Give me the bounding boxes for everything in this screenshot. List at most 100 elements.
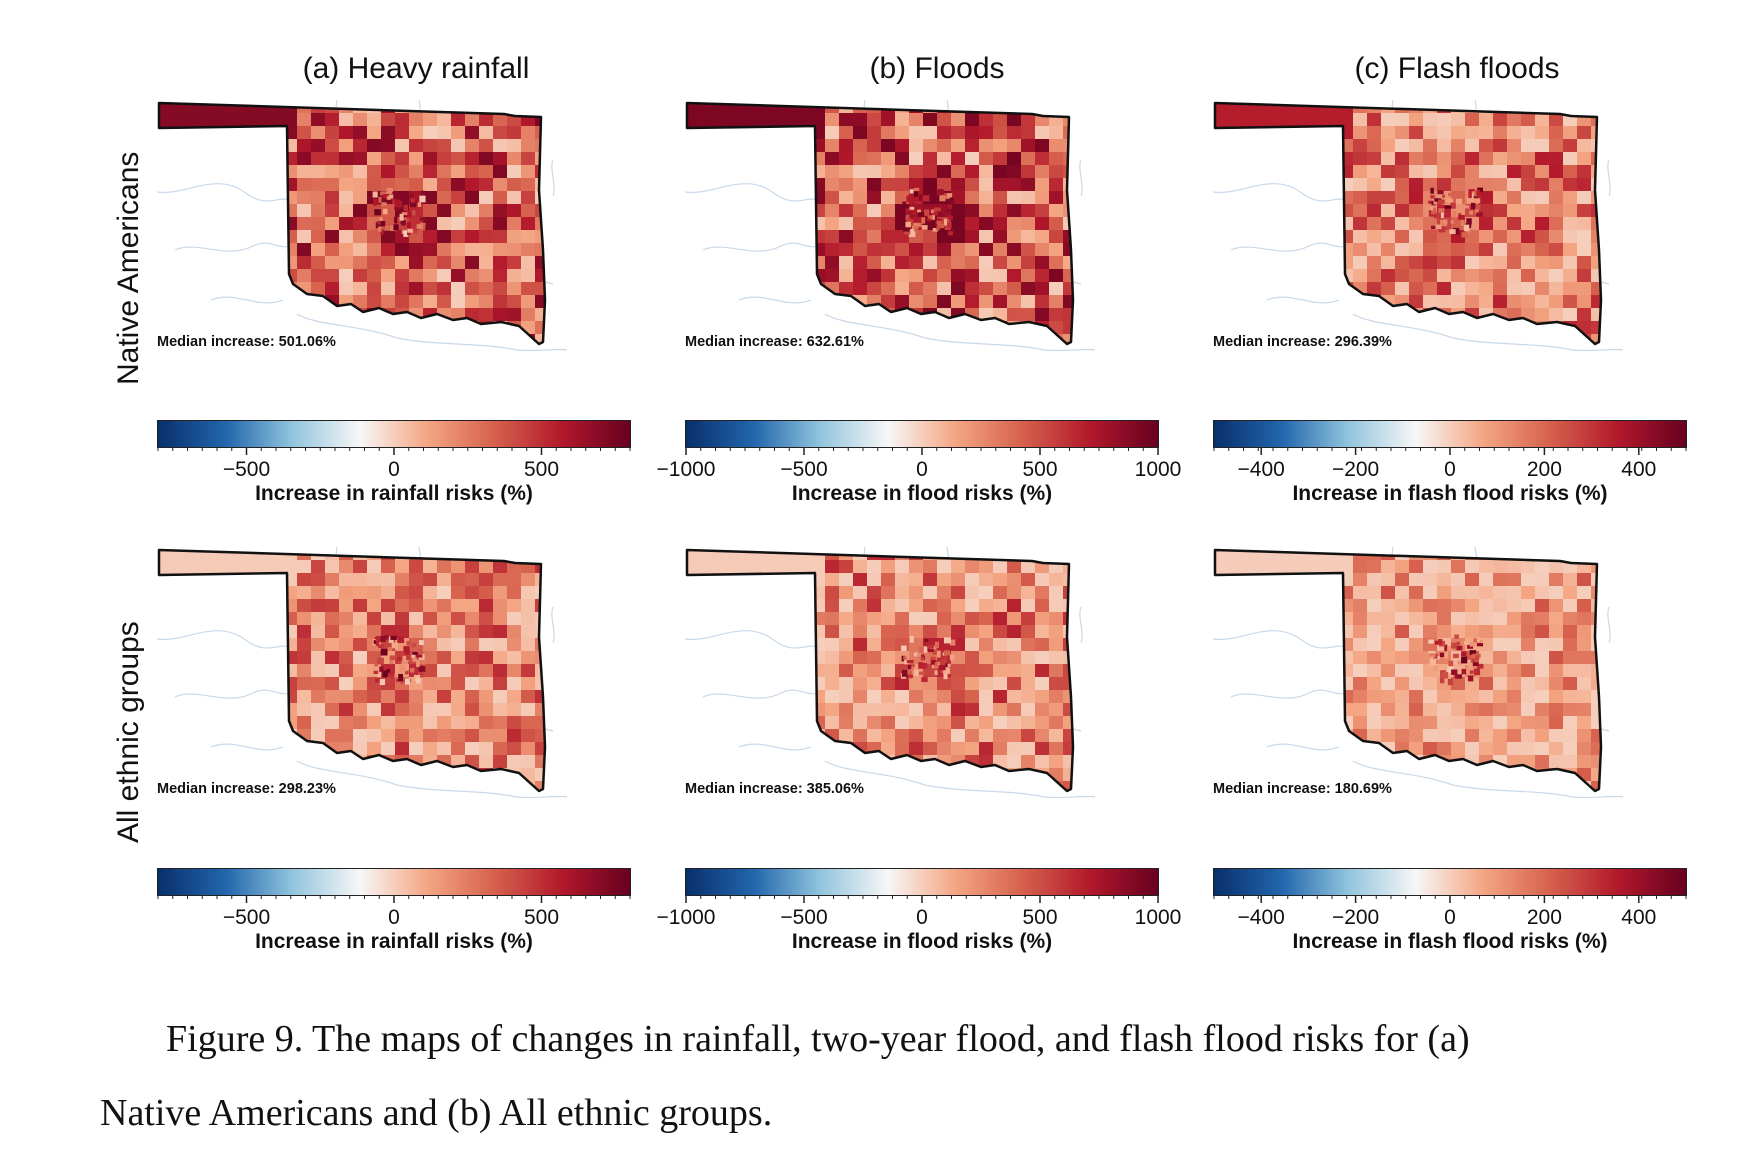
tract-cell — [741, 560, 755, 573]
tract-cell — [783, 139, 797, 165]
tract-cell — [1451, 165, 1465, 178]
tract-cell — [1049, 113, 1063, 126]
tract-cell — [1035, 599, 1049, 612]
tract-cell — [713, 256, 727, 269]
urban-tract — [1456, 674, 1463, 679]
tract-cell — [1437, 794, 1465, 807]
tract-cell — [1353, 560, 1367, 573]
tract-cell — [1311, 716, 1325, 729]
tract-cell — [213, 612, 227, 625]
urban-tract — [927, 648, 934, 653]
tract-cell — [755, 716, 769, 742]
tract-cell — [549, 269, 563, 282]
tract-cell — [159, 664, 185, 677]
census-tracts — [1215, 103, 1601, 360]
urban-tract — [924, 638, 929, 643]
tract-cell — [1007, 703, 1021, 716]
tract-cell — [1577, 308, 1591, 321]
urban-tract — [1450, 220, 1454, 224]
tract-cell — [159, 612, 185, 625]
tract-cell — [1367, 560, 1381, 573]
urban-tract — [1428, 639, 1434, 644]
tract-cell — [521, 243, 535, 256]
tract-cell — [269, 165, 283, 191]
tract-cell — [727, 308, 741, 321]
urban-tract — [1469, 642, 1476, 647]
tract-cell — [881, 573, 895, 586]
tract-cell — [699, 282, 727, 295]
urban-tract — [399, 213, 404, 221]
urban-tract — [903, 656, 907, 661]
tract-cell — [549, 573, 577, 586]
tract-cell — [227, 586, 241, 599]
urban-tract — [407, 230, 411, 236]
tract-cell — [769, 103, 783, 113]
tract-cell — [535, 638, 545, 651]
tract-cell — [171, 664, 185, 690]
tract-cell — [1535, 703, 1549, 716]
tract-cell — [171, 282, 185, 295]
urban-tract — [1448, 192, 1453, 197]
river-line — [551, 159, 555, 197]
tract-cell — [493, 560, 507, 573]
tract-cell — [269, 217, 283, 243]
tract-cell — [1549, 269, 1563, 282]
tract-cell — [993, 139, 1007, 152]
tract-cell — [227, 599, 241, 612]
tract-cell — [1521, 612, 1535, 625]
tract-cell — [979, 677, 993, 690]
tract-cell — [1241, 282, 1255, 295]
tract-cell — [423, 334, 437, 344]
tract-cell — [1493, 308, 1507, 334]
tract-cell — [1227, 638, 1241, 651]
tract-cell — [699, 191, 727, 204]
urban-tract — [1447, 645, 1454, 652]
tract-cell — [311, 103, 325, 113]
tract-cell — [1507, 573, 1521, 586]
urban-tract — [380, 648, 388, 656]
tract-cell — [241, 703, 255, 716]
tract-cell — [1507, 664, 1521, 677]
tract-cell — [1563, 217, 1577, 230]
tract-cell — [213, 755, 227, 768]
tract-cell — [423, 677, 437, 690]
tract-cell — [1007, 677, 1021, 690]
tract-cell — [185, 651, 213, 664]
tract-cell — [241, 165, 255, 178]
tract-cell — [1451, 282, 1465, 295]
tract-cell — [1549, 347, 1563, 360]
tract-cell — [769, 178, 783, 191]
urban-tract — [913, 187, 920, 191]
tract-cell — [255, 191, 283, 204]
tract-cell — [1077, 755, 1091, 768]
tract-cell — [839, 217, 853, 230]
tract-cell — [979, 573, 993, 586]
urban-tract — [1456, 645, 1463, 651]
urban-tract — [943, 673, 948, 680]
urban-tract — [1475, 655, 1479, 660]
tract-cell — [1311, 191, 1325, 204]
tract-cell — [493, 139, 507, 152]
tract-cell — [1479, 139, 1493, 152]
tract-cell — [713, 113, 727, 126]
tract-cell — [825, 768, 839, 781]
tract-cell — [769, 768, 783, 781]
tract-cell — [353, 269, 367, 282]
tract-cell — [727, 282, 741, 308]
colorbar-tick-label: 0 — [916, 458, 928, 481]
tract-cell — [713, 651, 727, 664]
colorbar-tick-label: 0 — [1444, 458, 1456, 481]
tract-cell — [1325, 638, 1339, 664]
urban-tract — [389, 657, 394, 665]
urban-tract — [1436, 655, 1440, 660]
tract-cell — [1493, 269, 1507, 282]
tract-cell — [1035, 334, 1049, 344]
tract-cell — [269, 716, 283, 729]
tract-cell — [1215, 664, 1227, 677]
urban-tract — [1477, 187, 1484, 193]
tract-cell — [213, 204, 227, 217]
tract-cell — [199, 755, 213, 768]
tract-cell — [853, 755, 867, 768]
tract-cell — [171, 230, 199, 256]
tract-cell — [159, 677, 185, 690]
